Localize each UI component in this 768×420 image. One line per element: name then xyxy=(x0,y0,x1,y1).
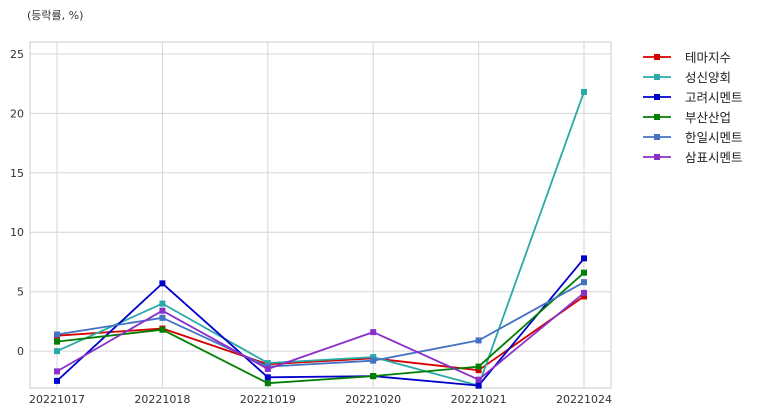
data-point xyxy=(54,348,60,355)
legend-item: 성신양회 xyxy=(643,70,731,85)
legend-label: 삼표시멘트 xyxy=(685,150,743,165)
data-point xyxy=(370,329,377,336)
data-point xyxy=(264,374,271,381)
data-point xyxy=(370,354,377,361)
y-tick-label: 25 xyxy=(10,48,24,61)
data-point xyxy=(581,289,587,296)
data-point xyxy=(475,363,482,370)
legend-item: 테마지수 xyxy=(643,50,731,65)
data-point xyxy=(264,380,271,387)
legend-item: 한일시멘트 xyxy=(643,130,743,145)
data-point xyxy=(264,365,271,372)
data-point xyxy=(581,269,587,276)
data-point xyxy=(581,293,587,300)
legend-marker xyxy=(654,94,660,100)
data-point xyxy=(159,307,166,314)
data-point xyxy=(475,337,482,344)
data-point xyxy=(370,373,377,380)
legend-item: 부산산업 xyxy=(643,110,731,125)
series-2 xyxy=(54,88,587,389)
series-6 xyxy=(54,289,587,383)
y-tick-label: 20 xyxy=(10,107,24,120)
y-tick-label: 5 xyxy=(17,286,24,299)
legend-label: 고려시멘트 xyxy=(685,90,743,105)
legend-label: 성신양회 xyxy=(685,70,731,85)
data-point xyxy=(370,357,377,364)
data-point xyxy=(475,382,482,389)
series-line xyxy=(56,272,585,385)
data-point xyxy=(264,360,271,367)
legend-marker xyxy=(654,134,660,140)
y-axis-ticks: 0 5 10 15 20 25 xyxy=(10,48,24,358)
x-tick-label: 20221021 xyxy=(451,393,507,406)
y-tick-label: 0 xyxy=(17,345,24,358)
data-point xyxy=(159,300,166,307)
data-point xyxy=(159,326,166,333)
data-point xyxy=(475,376,482,383)
x-tick-label: 20221019 xyxy=(240,393,296,406)
series-4 xyxy=(54,269,587,387)
legend-marker xyxy=(654,54,660,60)
x-axis-ticks: 20221017 20221018 20221019 20221020 20221021… xyxy=(29,393,612,406)
data-point xyxy=(581,88,587,95)
series-line xyxy=(56,91,585,387)
series-line xyxy=(56,292,585,381)
legend-marker xyxy=(654,114,660,120)
legend-marker xyxy=(654,74,660,80)
legend-marker xyxy=(654,154,660,160)
data-point xyxy=(159,280,166,287)
series-lines xyxy=(54,88,587,389)
data-point xyxy=(581,279,587,286)
data-point xyxy=(581,255,587,262)
data-point xyxy=(475,367,482,374)
x-tick-label: 20221020 xyxy=(345,393,401,406)
legend-label: 테마지수 xyxy=(685,50,731,65)
legend-item: 삼표시멘트 xyxy=(643,150,743,165)
series-line xyxy=(56,295,585,372)
x-tick-label: 20221017 xyxy=(29,393,85,406)
data-point xyxy=(54,368,60,375)
data-point xyxy=(54,338,60,345)
data-point xyxy=(159,314,166,321)
data-point xyxy=(54,331,60,338)
y-tick-label: 10 xyxy=(10,226,24,239)
x-tick-label: 20221018 xyxy=(134,393,190,406)
y-tick-label: 15 xyxy=(10,167,24,180)
x-tick-label: 20221024 xyxy=(556,393,612,406)
legend-label: 부산산업 xyxy=(685,110,731,125)
data-point xyxy=(54,377,60,384)
legend-label: 한일시멘트 xyxy=(685,130,743,145)
legend-item: 고려시멘트 xyxy=(643,90,743,105)
plot-area-frame xyxy=(29,41,612,389)
unit-label: (등락률, %) xyxy=(27,9,83,22)
